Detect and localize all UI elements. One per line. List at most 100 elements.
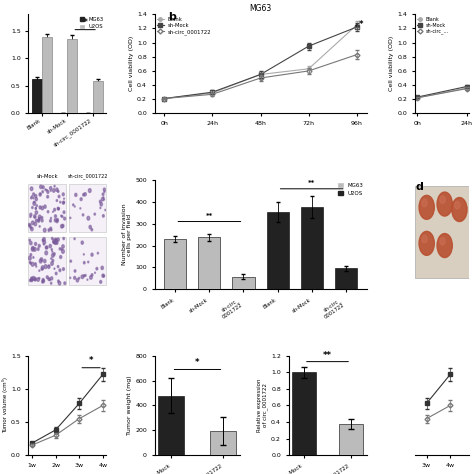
Y-axis label: Tumor weight (mg): Tumor weight (mg) bbox=[128, 375, 132, 435]
Ellipse shape bbox=[422, 199, 427, 207]
Circle shape bbox=[34, 215, 36, 218]
Circle shape bbox=[91, 273, 93, 276]
Circle shape bbox=[41, 206, 44, 210]
Circle shape bbox=[50, 227, 52, 230]
Circle shape bbox=[50, 187, 52, 190]
Circle shape bbox=[88, 261, 89, 263]
Circle shape bbox=[48, 278, 50, 281]
Circle shape bbox=[75, 193, 77, 196]
Circle shape bbox=[103, 188, 105, 191]
Bar bbox=[198, 237, 220, 289]
Circle shape bbox=[74, 270, 76, 272]
Circle shape bbox=[49, 279, 50, 281]
Circle shape bbox=[34, 217, 35, 218]
sh-circ_0001722 bbox=[210, 91, 215, 97]
Line: sh-circ_0001722: sh-circ_0001722 bbox=[163, 53, 359, 100]
Circle shape bbox=[63, 201, 64, 203]
Text: **: ** bbox=[323, 351, 332, 360]
Circle shape bbox=[34, 201, 35, 203]
sh-circ_0001722 bbox=[258, 75, 264, 81]
Circle shape bbox=[102, 215, 104, 217]
Ellipse shape bbox=[437, 234, 452, 257]
Circle shape bbox=[103, 199, 104, 200]
Circle shape bbox=[97, 252, 99, 254]
Circle shape bbox=[74, 206, 75, 207]
Circle shape bbox=[39, 206, 41, 209]
Circle shape bbox=[101, 266, 103, 270]
Blank bbox=[161, 96, 167, 101]
Circle shape bbox=[100, 281, 102, 283]
Circle shape bbox=[44, 205, 46, 208]
sh-Mock bbox=[306, 43, 311, 49]
Circle shape bbox=[76, 279, 79, 282]
Line: Blank: Blank bbox=[163, 23, 359, 100]
Circle shape bbox=[53, 211, 54, 212]
Circle shape bbox=[38, 245, 40, 247]
Circle shape bbox=[78, 277, 80, 279]
Circle shape bbox=[49, 265, 50, 266]
Circle shape bbox=[48, 229, 49, 230]
Circle shape bbox=[89, 225, 91, 229]
Text: **: ** bbox=[81, 18, 89, 27]
Circle shape bbox=[39, 218, 40, 219]
sh-circ_0001722 bbox=[306, 68, 311, 74]
Circle shape bbox=[39, 259, 42, 263]
Circle shape bbox=[55, 272, 57, 275]
Circle shape bbox=[85, 274, 86, 276]
Text: sh-Mock: sh-Mock bbox=[36, 174, 58, 179]
Circle shape bbox=[56, 219, 58, 223]
Circle shape bbox=[62, 201, 64, 204]
Text: d: d bbox=[416, 182, 424, 192]
Text: sh-circ_0001722: sh-circ_0001722 bbox=[67, 173, 108, 179]
Circle shape bbox=[55, 215, 56, 218]
Circle shape bbox=[50, 229, 52, 231]
Circle shape bbox=[62, 249, 64, 253]
Circle shape bbox=[35, 263, 36, 265]
Circle shape bbox=[52, 237, 53, 239]
Circle shape bbox=[32, 246, 34, 250]
Circle shape bbox=[73, 276, 76, 279]
Circle shape bbox=[31, 277, 33, 280]
Circle shape bbox=[42, 191, 44, 193]
Circle shape bbox=[30, 227, 32, 229]
Circle shape bbox=[44, 244, 45, 245]
Circle shape bbox=[33, 201, 36, 205]
Circle shape bbox=[38, 219, 40, 221]
Circle shape bbox=[39, 278, 40, 279]
Ellipse shape bbox=[419, 231, 434, 255]
sh-Mock bbox=[210, 89, 215, 95]
sh-Mock bbox=[354, 24, 360, 30]
Circle shape bbox=[57, 238, 59, 241]
Bar bbox=[69, 184, 107, 232]
Circle shape bbox=[29, 241, 32, 245]
Circle shape bbox=[29, 239, 30, 241]
Circle shape bbox=[91, 228, 93, 231]
Circle shape bbox=[36, 205, 37, 207]
Circle shape bbox=[56, 242, 58, 244]
Circle shape bbox=[37, 248, 39, 250]
Circle shape bbox=[44, 264, 47, 268]
Circle shape bbox=[44, 259, 46, 263]
Circle shape bbox=[47, 191, 49, 193]
Circle shape bbox=[45, 251, 47, 255]
Bar bbox=[301, 207, 323, 289]
Circle shape bbox=[46, 276, 48, 279]
Circle shape bbox=[87, 216, 90, 220]
Circle shape bbox=[55, 239, 57, 242]
Circle shape bbox=[37, 278, 39, 282]
Circle shape bbox=[55, 238, 56, 241]
Y-axis label: Cell viability (OD): Cell viability (OD) bbox=[389, 36, 394, 91]
sh-Mock bbox=[258, 72, 264, 77]
Circle shape bbox=[58, 208, 59, 209]
Circle shape bbox=[52, 259, 54, 262]
Circle shape bbox=[57, 191, 59, 192]
Text: b: b bbox=[168, 12, 176, 22]
Blank bbox=[306, 66, 311, 72]
Circle shape bbox=[51, 218, 52, 219]
Circle shape bbox=[43, 280, 45, 283]
Circle shape bbox=[32, 276, 35, 280]
Circle shape bbox=[31, 247, 34, 251]
Circle shape bbox=[58, 282, 61, 285]
Circle shape bbox=[35, 279, 36, 281]
Circle shape bbox=[60, 201, 61, 203]
